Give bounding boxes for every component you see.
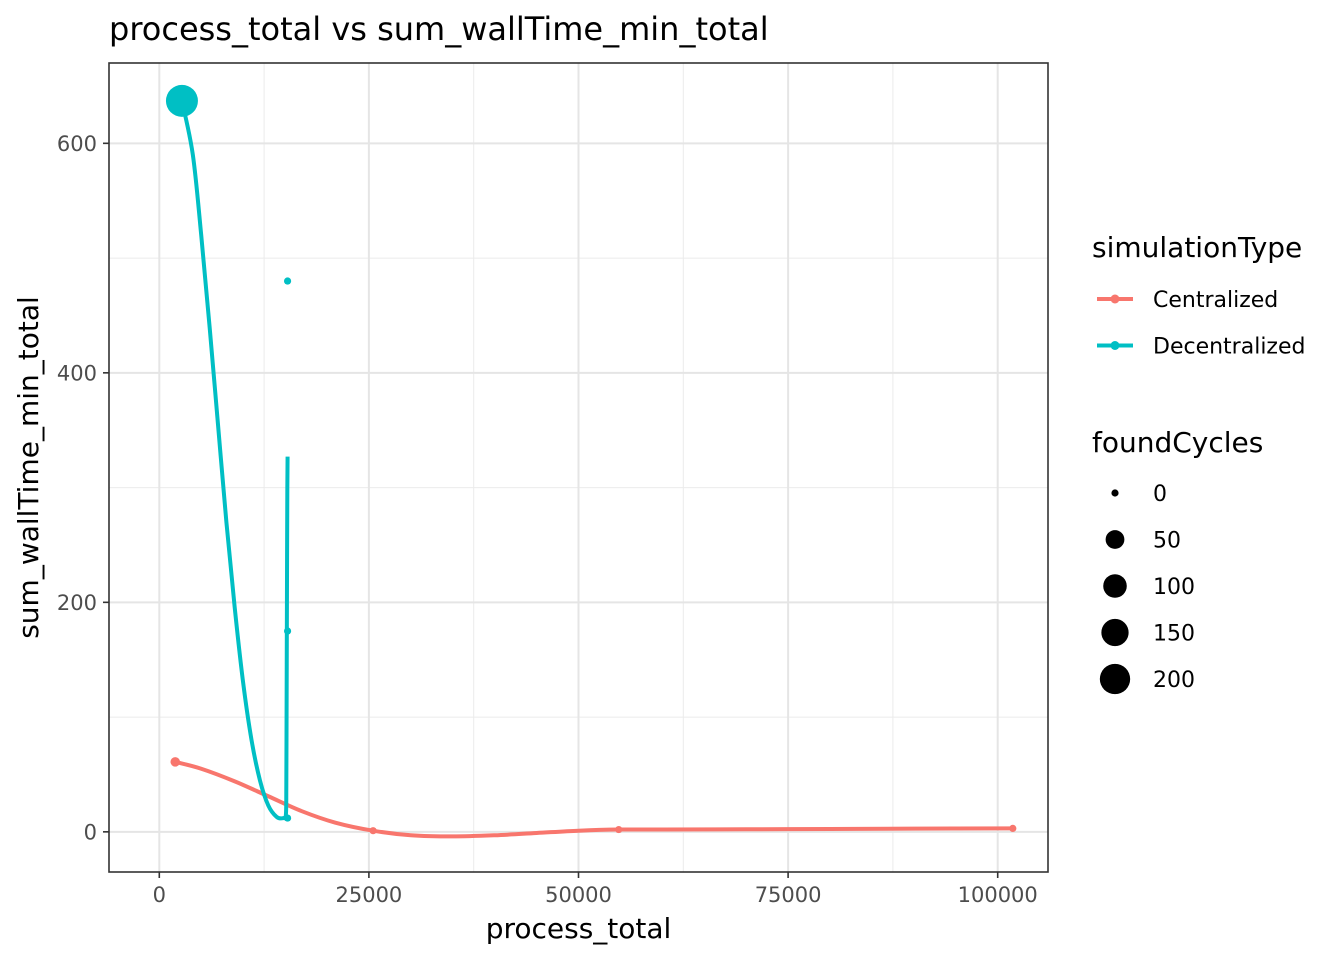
decentralized-point [283, 814, 292, 822]
centralized-point [369, 827, 377, 835]
centralized-point [1009, 824, 1017, 832]
axes: 0 25000 50000 75000 100000 0 200 400 600 [57, 132, 1038, 907]
legend-key-point-decentralized [1110, 341, 1120, 350]
size-legend-key [1103, 574, 1127, 598]
y-tick-label: 200 [57, 591, 97, 615]
x-tick-label: 100000 [958, 883, 1038, 907]
plot-panel [108, 62, 1049, 873]
y-tick-label: 400 [57, 361, 97, 385]
chart-title: process_total vs sum_wallTime_min_total [109, 10, 769, 48]
decentralized-smooth-line [179, 100, 290, 821]
grid [109, 63, 1048, 872]
x-tick-label: 50000 [545, 883, 612, 907]
size-legend-label: 0 [1153, 482, 1167, 507]
x-tick-label: 75000 [755, 883, 822, 907]
centralized-smooth-line [174, 759, 1013, 839]
decentralized-point [165, 84, 198, 117]
size-legend-title: foundCycles [1092, 426, 1263, 459]
size-legend-entries: 0 50 100 150 200 [1099, 482, 1195, 695]
color-legend-title: simulationType [1092, 231, 1302, 264]
size-legend-key [1105, 530, 1125, 549]
size-legend-label: 200 [1153, 668, 1195, 693]
series-layer [165, 84, 1017, 839]
x-axis-title: process_total [486, 912, 672, 945]
x-tick-label: 0 [153, 883, 166, 907]
size-legend-key [1099, 663, 1131, 695]
size-legend-key [1101, 618, 1129, 647]
decentralized-point [283, 627, 292, 635]
legend-label-decentralized: Decentralized [1153, 335, 1305, 360]
size-legend-label: 150 [1153, 622, 1195, 647]
centralized-point [615, 825, 623, 834]
size-legend-label: 50 [1153, 529, 1181, 554]
centralized-point [170, 757, 180, 767]
x-tick-label: 25000 [335, 883, 402, 907]
color-legend-entries: Centralized Decentralized [1097, 288, 1305, 360]
legend-key-point-centralized [1110, 294, 1120, 304]
size-legend-key [1111, 489, 1119, 497]
y-tick-label: 600 [57, 132, 97, 156]
size-legend-label: 100 [1153, 575, 1195, 600]
y-axis-title: sum_wallTime_min_total [12, 296, 45, 639]
legend: simulationType CentralizedDecentralized … [1092, 231, 1305, 695]
decentralized-point [283, 277, 292, 285]
y-tick-label: 0 [84, 820, 97, 844]
legend-label-centralized: Centralized [1153, 288, 1278, 313]
